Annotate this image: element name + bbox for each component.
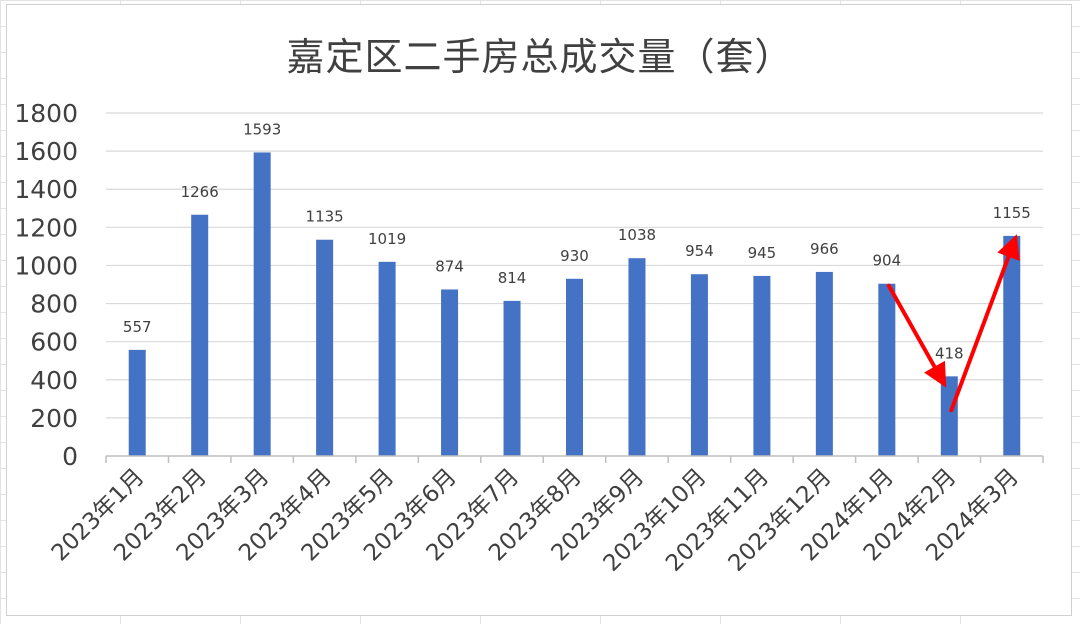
bar[interactable] — [566, 278, 583, 456]
data-label: 1019 — [368, 230, 406, 248]
data-label: 1135 — [306, 208, 344, 226]
y-tick-label: 1600 — [14, 137, 78, 166]
chart-title: 嘉定区二手房总成交量（套） — [286, 35, 794, 79]
bar[interactable] — [503, 300, 521, 456]
bar[interactable] — [316, 239, 334, 456]
data-label: 966 — [810, 240, 839, 258]
bar[interactable] — [690, 274, 708, 456]
data-label: 1038 — [618, 226, 656, 244]
y-tick-label: 200 — [30, 404, 78, 433]
data-label: 874 — [435, 257, 464, 275]
x-axis: 2023年1月2023年2月2023年3月2023年4月2023年5月2023年… — [47, 455, 1044, 577]
bar[interactable] — [1003, 235, 1021, 456]
y-tick-label: 1800 — [14, 99, 78, 128]
data-label: 954 — [685, 242, 714, 260]
bar[interactable] — [378, 261, 396, 456]
trend-arrows — [886, 234, 1020, 413]
bar[interactable] — [628, 258, 646, 456]
data-label: 1266 — [181, 183, 219, 201]
trend-arrow-down — [886, 283, 947, 388]
data-label: 557 — [123, 318, 152, 336]
bar[interactable] — [753, 275, 771, 456]
y-tick-label: 0 — [62, 442, 78, 471]
y-axis: 0 200 400 600 800 1000 1200 1400 1600 1800 — [14, 99, 78, 471]
data-label: 1155 — [993, 204, 1031, 222]
bar[interactable] — [128, 349, 146, 456]
data-label: 904 — [873, 252, 902, 270]
data-label: 814 — [498, 269, 527, 287]
y-tick-label: 600 — [30, 328, 78, 357]
bar[interactable] — [441, 289, 459, 456]
y-tick-label: 1000 — [14, 251, 78, 280]
bar[interactable] — [815, 271, 833, 456]
bar[interactable] — [940, 376, 958, 456]
data-labels: 557 1266 1593 1135 1019 874 814 930 1038 954 945 96… — [123, 120, 1031, 362]
bar[interactable] — [878, 283, 896, 456]
data-label: 1593 — [243, 120, 281, 138]
data-label: 930 — [560, 247, 589, 265]
y-tick-label: 400 — [30, 366, 78, 395]
bar[interactable] — [191, 214, 209, 456]
y-tick-label: 1200 — [14, 213, 78, 242]
bars — [128, 152, 1021, 456]
data-label: 945 — [748, 244, 777, 262]
data-label: 418 — [935, 344, 964, 362]
bar[interactable] — [253, 152, 271, 456]
y-tick-label: 800 — [30, 290, 78, 319]
y-tick-label: 1400 — [14, 175, 78, 204]
trend-arrow-up — [949, 234, 1020, 413]
